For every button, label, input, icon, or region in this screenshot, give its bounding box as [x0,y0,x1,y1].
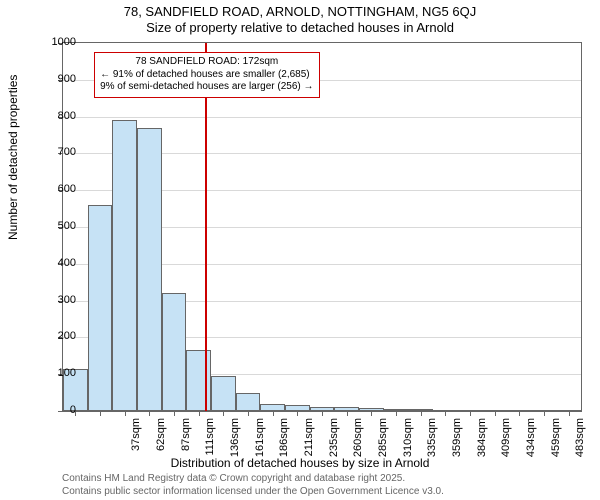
annotation-line: ← 91% of detached houses are smaller (2,… [100,69,313,82]
x-tick-label: 335sqm [426,418,438,478]
title-line-2: Size of property relative to detached ho… [0,20,600,35]
x-tick-mark [470,411,471,416]
x-tick-label: 37sqm [130,418,142,478]
chart-title: 78, SANDFIELD ROAD, ARNOLD, NOTTINGHAM, … [0,4,600,35]
y-tick-label: 800 [36,110,76,122]
y-tick-label: 600 [36,183,76,195]
x-tick-label: 136sqm [229,418,241,478]
title-line-1: 78, SANDFIELD ROAD, ARNOLD, NOTTINGHAM, … [0,4,600,19]
plot-area: 78 SANDFIELD ROAD: 172sqm← 91% of detach… [62,42,582,412]
x-tick-label: 87sqm [180,418,192,478]
y-tick-label: 300 [36,294,76,306]
histogram-bar [137,128,162,411]
y-tick-label: 100 [36,367,76,379]
y-tick-label: 500 [36,220,76,232]
histogram-bar [88,205,113,411]
x-tick-label: 161sqm [254,418,266,478]
histogram-bar [260,404,285,411]
chart-container: 78, SANDFIELD ROAD, ARNOLD, NOTTINGHAM, … [0,0,600,500]
x-tick-label: 483sqm [574,418,586,478]
x-tick-mark [273,411,274,416]
x-tick-mark [125,411,126,416]
x-tick-label: 310sqm [402,418,414,478]
annotation-line: 9% of semi-detached houses are larger (2… [100,81,313,94]
x-tick-mark [223,411,224,416]
x-tick-label: 186sqm [278,418,290,478]
x-tick-mark [445,411,446,416]
y-tick-label: 1000 [36,36,76,48]
x-tick-label: 359sqm [451,418,463,478]
histogram-bar [162,293,187,411]
histogram-bar [211,376,236,411]
x-tick-label: 235sqm [328,418,340,478]
x-tick-mark [248,411,249,416]
gridline [63,117,581,118]
x-tick-mark [149,411,150,416]
x-tick-mark [495,411,496,416]
x-tick-label: 62sqm [155,418,167,478]
x-tick-mark [519,411,520,416]
x-tick-label: 434sqm [525,418,537,478]
y-tick-label: 400 [36,257,76,269]
reference-line [205,43,207,411]
y-tick-label: 200 [36,330,76,342]
x-tick-label: 285sqm [377,418,389,478]
x-tick-label: 111sqm [204,418,216,478]
x-tick-mark [569,411,570,416]
x-tick-mark [347,411,348,416]
x-tick-label: 409sqm [500,418,512,478]
x-tick-mark [322,411,323,416]
y-tick-label: 0 [36,404,76,416]
x-tick-mark [297,411,298,416]
x-tick-mark [396,411,397,416]
x-tick-mark [199,411,200,416]
x-tick-label: 384sqm [476,418,488,478]
x-tick-mark [544,411,545,416]
x-tick-mark [174,411,175,416]
x-tick-mark [421,411,422,416]
y-tick-label: 900 [36,73,76,85]
annotation-line: 78 SANDFIELD ROAD: 172sqm [100,56,313,69]
x-tick-label: 459sqm [550,418,562,478]
histogram-bar [236,393,261,411]
x-tick-mark [100,411,101,416]
x-tick-label: 211sqm [303,418,315,478]
annotation-box: 78 SANDFIELD ROAD: 172sqm← 91% of detach… [94,52,319,98]
y-tick-label: 700 [36,146,76,158]
attribution-line-2: Contains public sector information licen… [62,486,444,499]
histogram-bar [112,120,137,411]
y-axis-label: Number of detached properties [6,75,20,240]
x-tick-mark [371,411,372,416]
x-tick-label: 260sqm [352,418,364,478]
